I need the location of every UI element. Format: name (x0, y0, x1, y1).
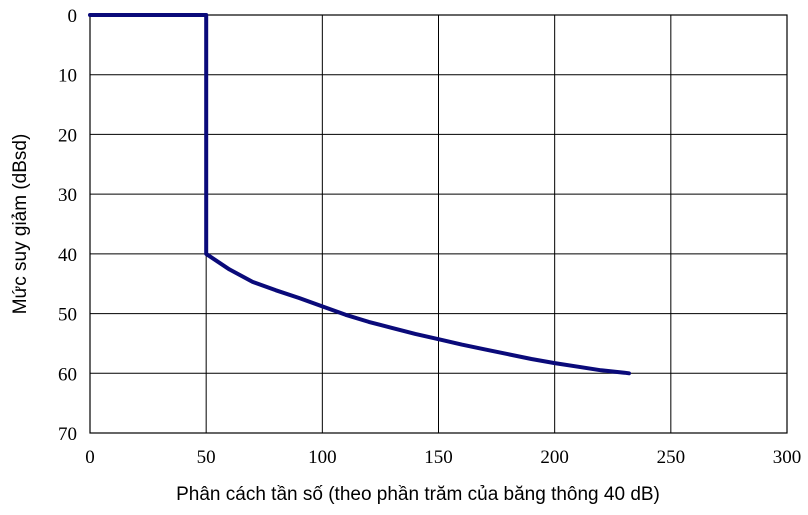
y-tick-label: 50 (58, 305, 77, 326)
x-tick-label: 100 (308, 447, 337, 468)
grid (89, 14, 788, 434)
x-tick-label: 250 (657, 447, 686, 468)
x-axis-label: Phân cách tần số (theo phần trăm của băn… (176, 484, 660, 505)
y-axis-label: Mức suy giảm (dBsd) (10, 134, 31, 315)
plot-frame (89, 14, 788, 434)
y-tick-label: 10 (58, 66, 77, 87)
y-tick-label: 30 (58, 185, 77, 206)
y-tick-label: 40 (58, 245, 77, 266)
y-tick-label: 70 (58, 424, 77, 445)
x-tick-labels: 0 50 100 150 200 250 300 (85, 447, 801, 468)
y-tick-label: 0 (68, 6, 78, 27)
attenuation-line (88, 13, 631, 376)
y-tick-label: 60 (58, 364, 77, 385)
x-tick-label: 50 (197, 447, 216, 468)
x-tick-label: 0 (85, 447, 95, 468)
y-tick-labels: 0 10 20 30 40 50 60 70 (58, 6, 77, 445)
x-tick-label: 300 (773, 447, 802, 468)
series-group (88, 13, 631, 376)
y-tick-label: 20 (58, 125, 77, 146)
x-tick-label: 150 (424, 447, 453, 468)
x-tick-label: 200 (540, 447, 569, 468)
